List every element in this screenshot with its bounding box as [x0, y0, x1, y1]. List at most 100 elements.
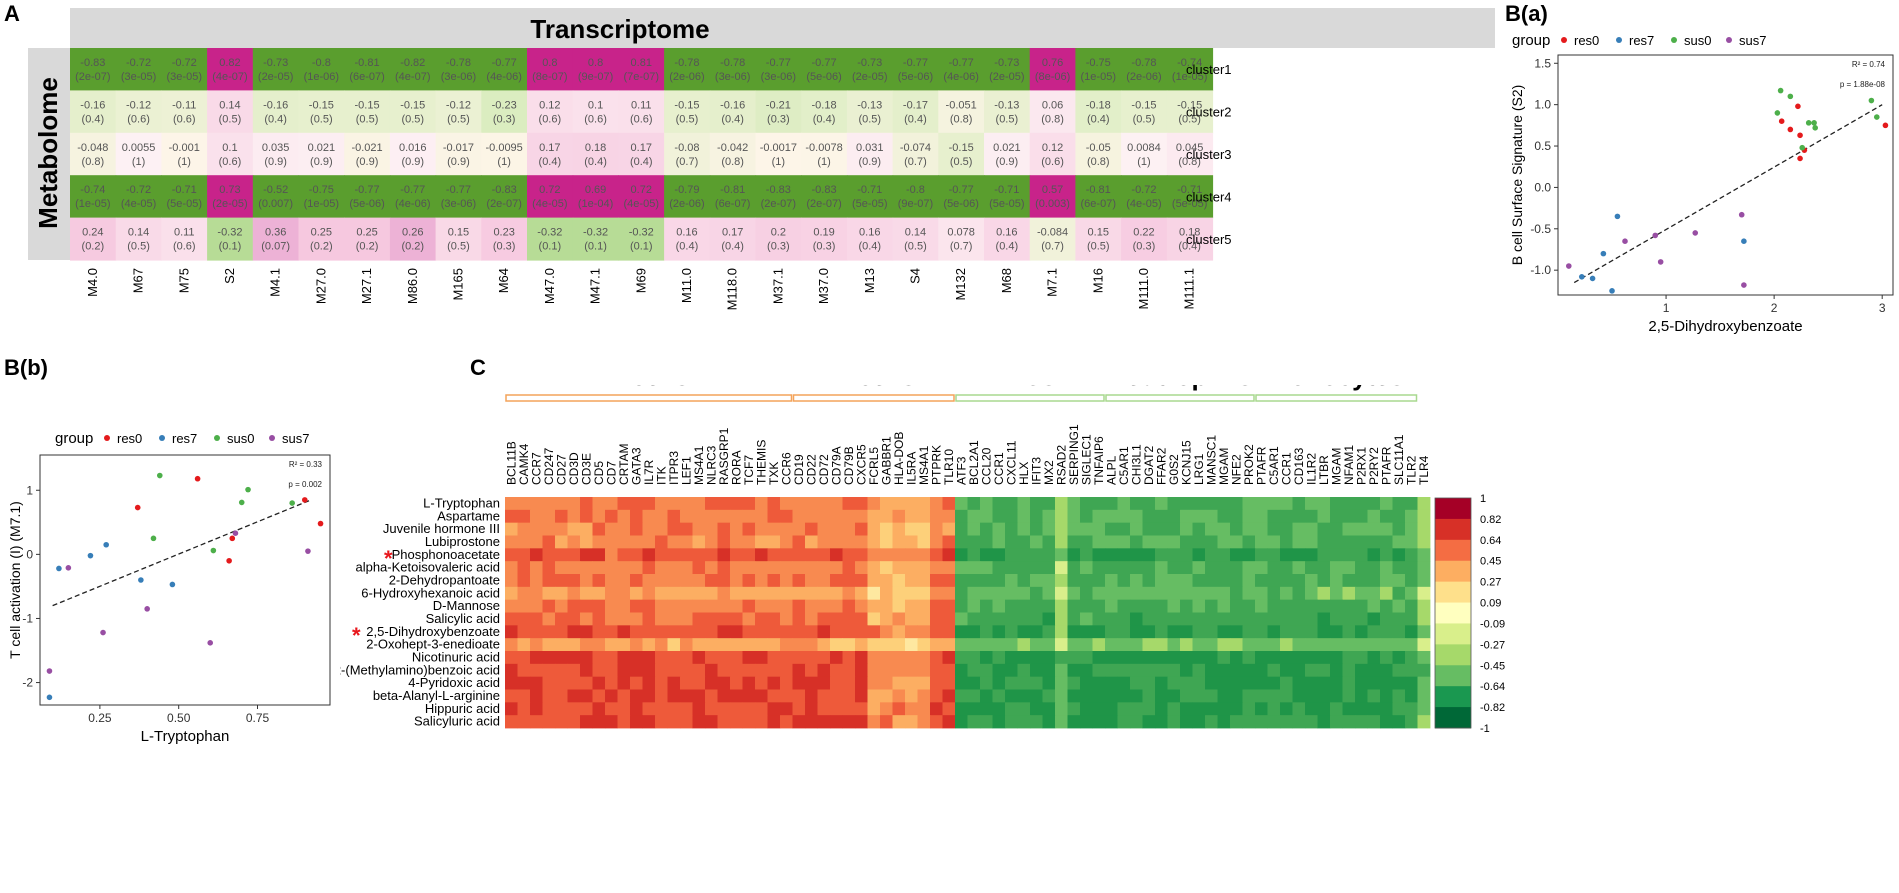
data-point [245, 486, 251, 493]
heatmap-cell [792, 715, 806, 729]
heatmap-cell [1030, 625, 1043, 639]
heatmap-cell [817, 586, 831, 601]
heatmap-cell [817, 561, 831, 575]
cell-pvalue: (5e-05) [989, 198, 1024, 210]
heatmap-cell [567, 715, 581, 729]
cell-value: -0.15 [674, 99, 699, 111]
heatmap-cell [1405, 535, 1418, 549]
heatmap-cell [517, 535, 531, 549]
legend-label: res7 [1629, 33, 1654, 48]
y-tick-label: -1 [22, 611, 33, 625]
heatmap-cell [692, 676, 706, 690]
heatmap-cell [1392, 548, 1406, 562]
heatmap-cell [992, 651, 1006, 665]
cell-value: 0.031 [856, 142, 884, 154]
cell-pvalue: (0.7) [950, 241, 973, 253]
data-point [1797, 155, 1803, 162]
cell-value: 0.1 [588, 99, 603, 111]
heatmap-cell [938, 217, 985, 261]
heatmap-cell [742, 586, 756, 601]
heatmap-cell [967, 689, 981, 703]
heatmap-cell [1192, 535, 1206, 549]
heatmap-cell [435, 175, 482, 219]
cell-pvalue: (0.4) [676, 241, 699, 253]
heatmap-cell [517, 702, 531, 716]
heatmap-cell [1217, 586, 1231, 601]
heatmap-cell [605, 522, 618, 536]
heatmap-cell [680, 497, 693, 511]
heatmap-cell [846, 90, 894, 134]
heatmap-cell [667, 574, 681, 588]
heatmap-cell [1017, 599, 1031, 613]
heatmap-cell [1317, 561, 1331, 575]
heatmap-cell [1142, 715, 1156, 729]
heatmap-cell [1342, 663, 1356, 678]
heatmap-cell [1367, 586, 1381, 601]
heatmap-cell [1142, 561, 1156, 575]
cell-pvalue: (0.07) [261, 241, 290, 253]
heatmap-cell [730, 497, 743, 511]
heatmap-cell [905, 612, 918, 626]
p-annotation: p = 0.002 [288, 480, 322, 489]
heatmap-cell [1205, 638, 1218, 652]
heatmap-cell [1405, 509, 1418, 524]
heatmap-cell [730, 574, 743, 588]
heatmap-cell [1017, 676, 1031, 690]
heatmap-cell [842, 638, 856, 652]
heatmap-cell [1292, 663, 1306, 678]
heatmap-cell [435, 90, 482, 134]
heatmap-cell [1142, 676, 1156, 690]
heatmap-cell [505, 561, 518, 575]
heatmap-cell [1130, 676, 1143, 690]
heatmap-cell [517, 625, 531, 639]
data-point [1741, 238, 1747, 245]
heatmap-cell [792, 612, 806, 626]
heatmap-cell [1055, 548, 1068, 562]
gene-label: TLR4 [1417, 455, 1431, 485]
heatmap-cell [1105, 676, 1118, 690]
heatmap-cell [730, 561, 743, 575]
heatmap-cell [664, 217, 711, 261]
heatmap-cell [1105, 548, 1118, 562]
heatmap-cell [1330, 535, 1343, 549]
heatmap-cell [542, 586, 556, 601]
heatmap-cell [1142, 612, 1156, 626]
heatmap-cell [730, 689, 743, 703]
heatmap-cell [705, 509, 718, 524]
heatmap-cell [942, 535, 956, 549]
heatmap-cell [1255, 651, 1268, 665]
heatmap-cell [1255, 663, 1268, 678]
data-point [289, 500, 295, 506]
cell-pvalue: (0.5) [447, 113, 470, 125]
heatmap-cell [527, 175, 574, 219]
heatmap-cell [630, 522, 643, 536]
heatmap-cell [530, 663, 543, 678]
heatmap-cell [980, 535, 993, 549]
heatmap-cell [1042, 689, 1056, 703]
heatmap-cell [572, 175, 619, 219]
heatmap-cell [1305, 574, 1318, 588]
heatmap-cell [1255, 612, 1268, 626]
gene-label: CCR1 [992, 452, 1006, 485]
heatmap-cell [905, 638, 918, 652]
heatmap-cell [70, 175, 117, 219]
heatmap-cell [842, 702, 856, 716]
heatmap-cell [967, 676, 981, 690]
heatmap-cell [517, 586, 531, 601]
heatmap-cell [1192, 509, 1206, 524]
heatmap-cell [655, 599, 668, 613]
heatmap-cell [389, 90, 437, 134]
cell-pvalue: (0.003) [1035, 198, 1070, 210]
heatmap-cell [867, 715, 881, 729]
heatmap-cell [942, 676, 956, 690]
heatmap-cell [667, 612, 681, 626]
heatmap-cell [1380, 497, 1393, 511]
heatmap-cell [880, 599, 893, 613]
cell-value: -0.83 [812, 184, 837, 196]
heatmap-cell [617, 522, 631, 536]
heatmap-cell [115, 90, 162, 134]
heatmap-cell [1029, 217, 1076, 261]
heatmap-cell [905, 651, 918, 665]
heatmap-cell [1017, 715, 1031, 729]
heatmap-cell [1117, 574, 1131, 588]
